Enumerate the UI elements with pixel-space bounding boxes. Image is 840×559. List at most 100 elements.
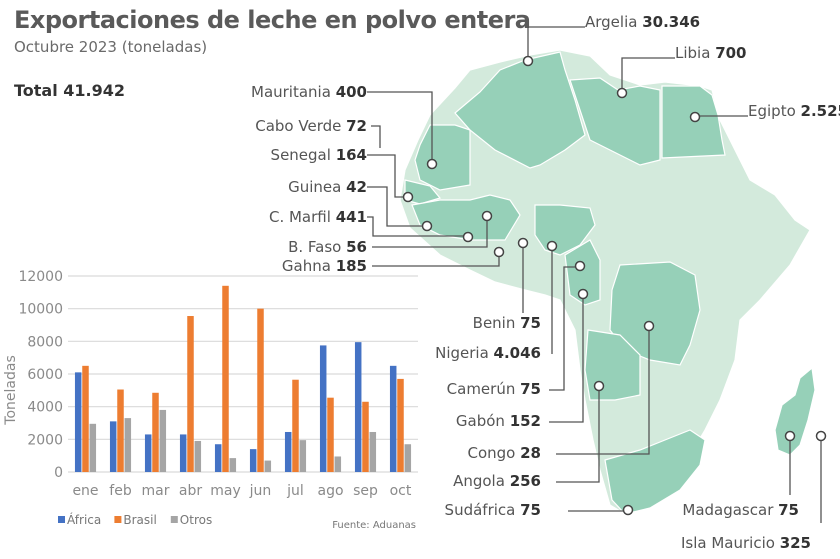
bar-africa-abr	[179, 434, 187, 472]
x-axis-ticks: ene feb mar abr may jun jul ago sep oct	[72, 483, 411, 499]
country-label-mauritania: Mauritania 400	[251, 83, 367, 101]
bar-otros-jun	[264, 460, 272, 472]
bar-africa-jun	[249, 449, 257, 472]
region-cameroon-gabon	[564, 239, 601, 306]
country-label-congo: Congo 28	[468, 444, 542, 462]
bar-brasil-jul	[292, 379, 299, 472]
country-label-camerún: Camerún 75	[447, 380, 541, 398]
bar-africa-sep	[354, 342, 362, 472]
marker-camerun	[574, 260, 586, 272]
y-tick-label: 12000	[18, 269, 63, 285]
leader-mauritania	[367, 91, 433, 163]
country-value: 4.046	[494, 344, 541, 362]
country-value: 75	[520, 501, 541, 519]
chart-legend: África Brasil Otros	[58, 512, 212, 527]
country-value: 56	[346, 238, 367, 256]
region-libya	[569, 77, 661, 166]
bar-africa-mar	[144, 434, 152, 472]
bar-otros-mar	[159, 409, 167, 472]
country-name: Egipto	[748, 102, 801, 120]
country-name: Angola	[453, 472, 510, 490]
page-subtitle: Octubre 2023 (toneladas)	[14, 38, 208, 56]
country-label-senegal: Senegal 164	[271, 146, 367, 164]
bar-africa-ago	[319, 345, 327, 472]
legend-swatch-0	[58, 516, 65, 523]
leader-angola	[556, 387, 600, 483]
country-value: 42	[346, 178, 367, 196]
leader-congo	[556, 326, 650, 455]
leader-guinea	[367, 186, 426, 227]
x-tick-label-may: may	[210, 483, 241, 499]
region-west	[411, 194, 521, 241]
bar-africa-jul	[284, 431, 292, 472]
country-label-argelia: Argelia 30.346	[585, 13, 700, 31]
legend-swatch-2	[170, 516, 178, 523]
legend-label: África	[67, 512, 101, 527]
country-value: 152	[510, 412, 541, 430]
y-tick-label: 4000	[27, 400, 63, 416]
country-value: 75	[520, 314, 541, 332]
bar-otros-sep	[369, 431, 377, 472]
y-tick-label: 8000	[27, 334, 63, 350]
africa-base	[399, 49, 811, 515]
bar-africa-may	[214, 444, 222, 472]
marker-egipto	[689, 111, 701, 123]
x-tick-label-abr: abr	[179, 483, 202, 499]
bar-brasil-oct	[397, 378, 404, 472]
bar-brasil-ene	[82, 365, 89, 472]
total-label: Total 41.942	[14, 81, 126, 100]
leader-argelia	[527, 26, 585, 60]
country-name: C. Marfil	[269, 208, 336, 226]
chart-bars	[74, 285, 412, 472]
bar-otros-may	[229, 458, 237, 472]
bar-africa-oct	[389, 365, 397, 472]
country-name: Madagascar	[682, 501, 778, 519]
country-name: Sudáfrica	[445, 501, 521, 519]
bar-otros-feb	[124, 418, 132, 472]
country-value: 441	[336, 208, 367, 226]
bar-brasil-may	[222, 285, 229, 472]
country-labels: Argelia 30.346 Libia 700 Egipto 2.525 Mauri…	[251, 13, 840, 552]
country-label-libia: Libia 700	[675, 44, 747, 62]
x-tick-label-feb: feb	[109, 483, 132, 499]
country-label-angola: Angola 256	[453, 472, 541, 490]
country-name: Camerún	[447, 380, 520, 398]
leader-camerun	[549, 266, 578, 391]
region-congo-drc	[609, 261, 701, 366]
country-value: 28	[520, 444, 541, 462]
country-value: 164	[336, 146, 367, 164]
bar-brasil-feb	[117, 389, 124, 472]
bar-brasil-abr	[187, 316, 194, 472]
marker-benin	[517, 237, 529, 249]
country-name: Senegal	[271, 146, 336, 164]
country-label-egipto: Egipto 2.525	[748, 102, 840, 120]
source-label: Fuente: Aduanas	[332, 520, 416, 531]
x-tick-label-ago: ago	[317, 483, 343, 499]
country-label-guinea: Guinea 42	[288, 178, 367, 196]
marker-madagascar	[784, 430, 796, 442]
country-name: Guinea	[288, 178, 346, 196]
country-label-madagascar: Madagascar 75	[682, 501, 799, 519]
country-label-gahna: Gahna 185	[282, 257, 367, 275]
marker-mauritania	[426, 158, 438, 170]
marker-c-marfil	[462, 231, 474, 243]
country-label-cabo-verde: Cabo Verde 72	[255, 117, 367, 135]
bar-brasil-ago	[327, 397, 334, 472]
bar-brasil-sep	[362, 401, 369, 472]
country-label-c-marfil: C. Marfil 441	[269, 208, 367, 226]
page-title: Exportaciones de leche en polvo entera	[14, 6, 531, 34]
country-name: Mauritania	[251, 83, 336, 101]
country-name: Benin	[473, 314, 520, 332]
country-label-isla-mauricio: Isla Mauricio 325	[681, 534, 811, 552]
leader-lines	[367, 26, 822, 523]
legend-swatch-1	[114, 516, 122, 523]
bar-otros-ago	[334, 456, 342, 472]
legend-label: Otros	[180, 513, 212, 527]
leader-gabon	[549, 294, 584, 423]
y-tick-label: 6000	[27, 367, 63, 383]
x-tick-label-sep: sep	[353, 483, 378, 499]
country-value: 325	[780, 534, 811, 552]
region-mauritania	[414, 124, 471, 191]
bar-brasil-mar	[152, 392, 159, 472]
leader-c-marfil	[367, 216, 467, 237]
